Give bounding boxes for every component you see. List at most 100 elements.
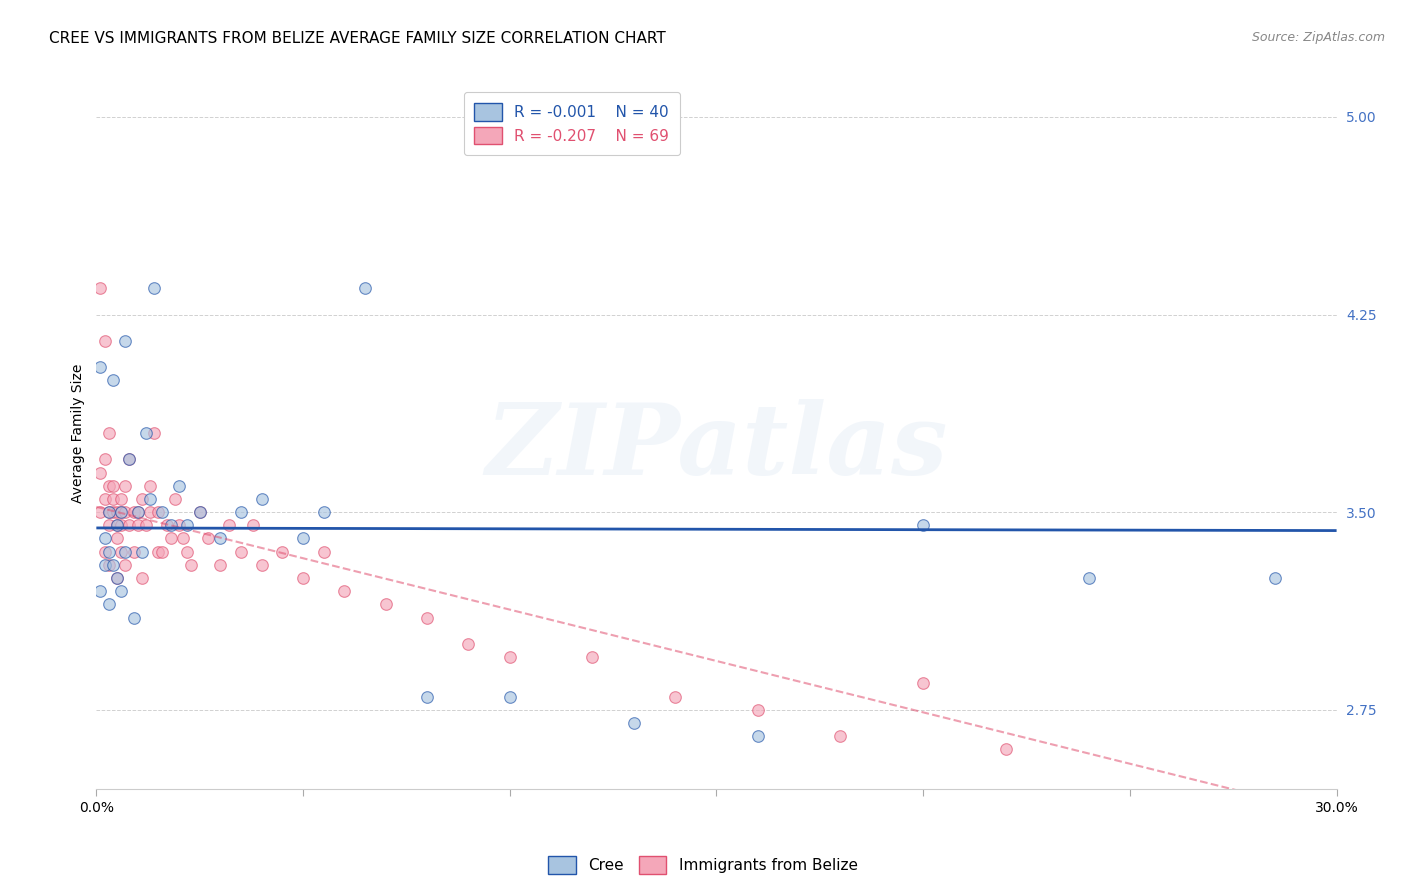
Point <box>209 558 232 572</box>
Point <box>229 544 252 558</box>
Legend: R = -0.001    N = 40, R = -0.207    N = 69: R = -0.001 N = 40, R = -0.207 N = 69 <box>464 92 679 155</box>
Point <box>994 742 1017 756</box>
Point <box>912 676 935 690</box>
Point <box>127 505 149 519</box>
Point <box>167 479 190 493</box>
Point <box>218 518 240 533</box>
Point <box>180 558 202 572</box>
Point <box>292 571 315 585</box>
Point <box>97 505 120 519</box>
Point <box>143 281 166 295</box>
Point <box>416 610 439 624</box>
Text: ZIPatlas: ZIPatlas <box>485 399 948 496</box>
Point <box>114 558 136 572</box>
Point <box>176 544 198 558</box>
Point <box>101 373 124 387</box>
Point <box>110 544 132 558</box>
Point <box>122 610 145 624</box>
Point <box>114 505 136 519</box>
Point <box>135 426 157 441</box>
Text: Source: ZipAtlas.com: Source: ZipAtlas.com <box>1251 31 1385 45</box>
Point <box>148 544 170 558</box>
Point <box>1077 571 1099 585</box>
Point <box>457 637 479 651</box>
Point <box>101 505 124 519</box>
Point <box>93 334 115 348</box>
Point <box>93 544 115 558</box>
Point <box>242 518 264 533</box>
Point <box>89 584 111 599</box>
Point <box>110 491 132 506</box>
Point <box>131 491 153 506</box>
Point <box>152 544 174 558</box>
Point <box>97 479 120 493</box>
Point <box>250 558 273 572</box>
Point <box>89 360 111 375</box>
Point <box>747 729 769 743</box>
Point <box>229 505 252 519</box>
Y-axis label: Average Family Size: Average Family Size <box>72 363 86 503</box>
Point <box>118 452 141 467</box>
Point <box>127 505 149 519</box>
Point <box>97 505 120 519</box>
Point <box>97 426 120 441</box>
Point <box>354 281 377 295</box>
Point <box>105 518 128 533</box>
Point <box>197 532 219 546</box>
Point <box>114 479 136 493</box>
Point <box>830 729 852 743</box>
Point <box>912 518 935 533</box>
Point <box>127 518 149 533</box>
Point <box>152 505 174 519</box>
Point <box>110 584 132 599</box>
Point <box>333 584 356 599</box>
Point <box>97 558 120 572</box>
Point <box>105 571 128 585</box>
Point <box>114 544 136 558</box>
Point <box>143 426 166 441</box>
Point <box>188 505 211 519</box>
Point <box>101 491 124 506</box>
Point <box>105 571 128 585</box>
Point <box>101 558 124 572</box>
Point <box>159 532 181 546</box>
Point <box>118 452 141 467</box>
Point <box>623 715 645 730</box>
Point <box>110 505 132 519</box>
Point <box>93 558 115 572</box>
Point <box>139 491 162 506</box>
Point <box>118 518 141 533</box>
Point <box>499 690 522 704</box>
Point <box>93 452 115 467</box>
Point <box>105 532 128 546</box>
Point <box>110 505 132 519</box>
Point <box>167 518 190 533</box>
Point <box>97 518 120 533</box>
Point <box>664 690 686 704</box>
Point <box>416 690 439 704</box>
Point <box>312 544 335 558</box>
Point <box>93 491 115 506</box>
Point <box>139 479 162 493</box>
Point <box>97 598 120 612</box>
Point <box>89 505 111 519</box>
Point <box>139 505 162 519</box>
Point <box>105 518 128 533</box>
Point <box>101 479 124 493</box>
Point <box>114 334 136 348</box>
Point <box>97 544 120 558</box>
Text: CREE VS IMMIGRANTS FROM BELIZE AVERAGE FAMILY SIZE CORRELATION CHART: CREE VS IMMIGRANTS FROM BELIZE AVERAGE F… <box>49 31 666 46</box>
Point <box>131 544 153 558</box>
Point <box>250 491 273 506</box>
Point <box>1264 571 1286 585</box>
Point <box>135 518 157 533</box>
Point <box>312 505 335 519</box>
Point <box>131 571 153 585</box>
Point <box>499 650 522 665</box>
Point <box>163 491 186 506</box>
Point <box>89 281 111 295</box>
Point <box>292 532 315 546</box>
Legend: Cree, Immigrants from Belize: Cree, Immigrants from Belize <box>543 850 863 880</box>
Point <box>110 518 132 533</box>
Point <box>89 466 111 480</box>
